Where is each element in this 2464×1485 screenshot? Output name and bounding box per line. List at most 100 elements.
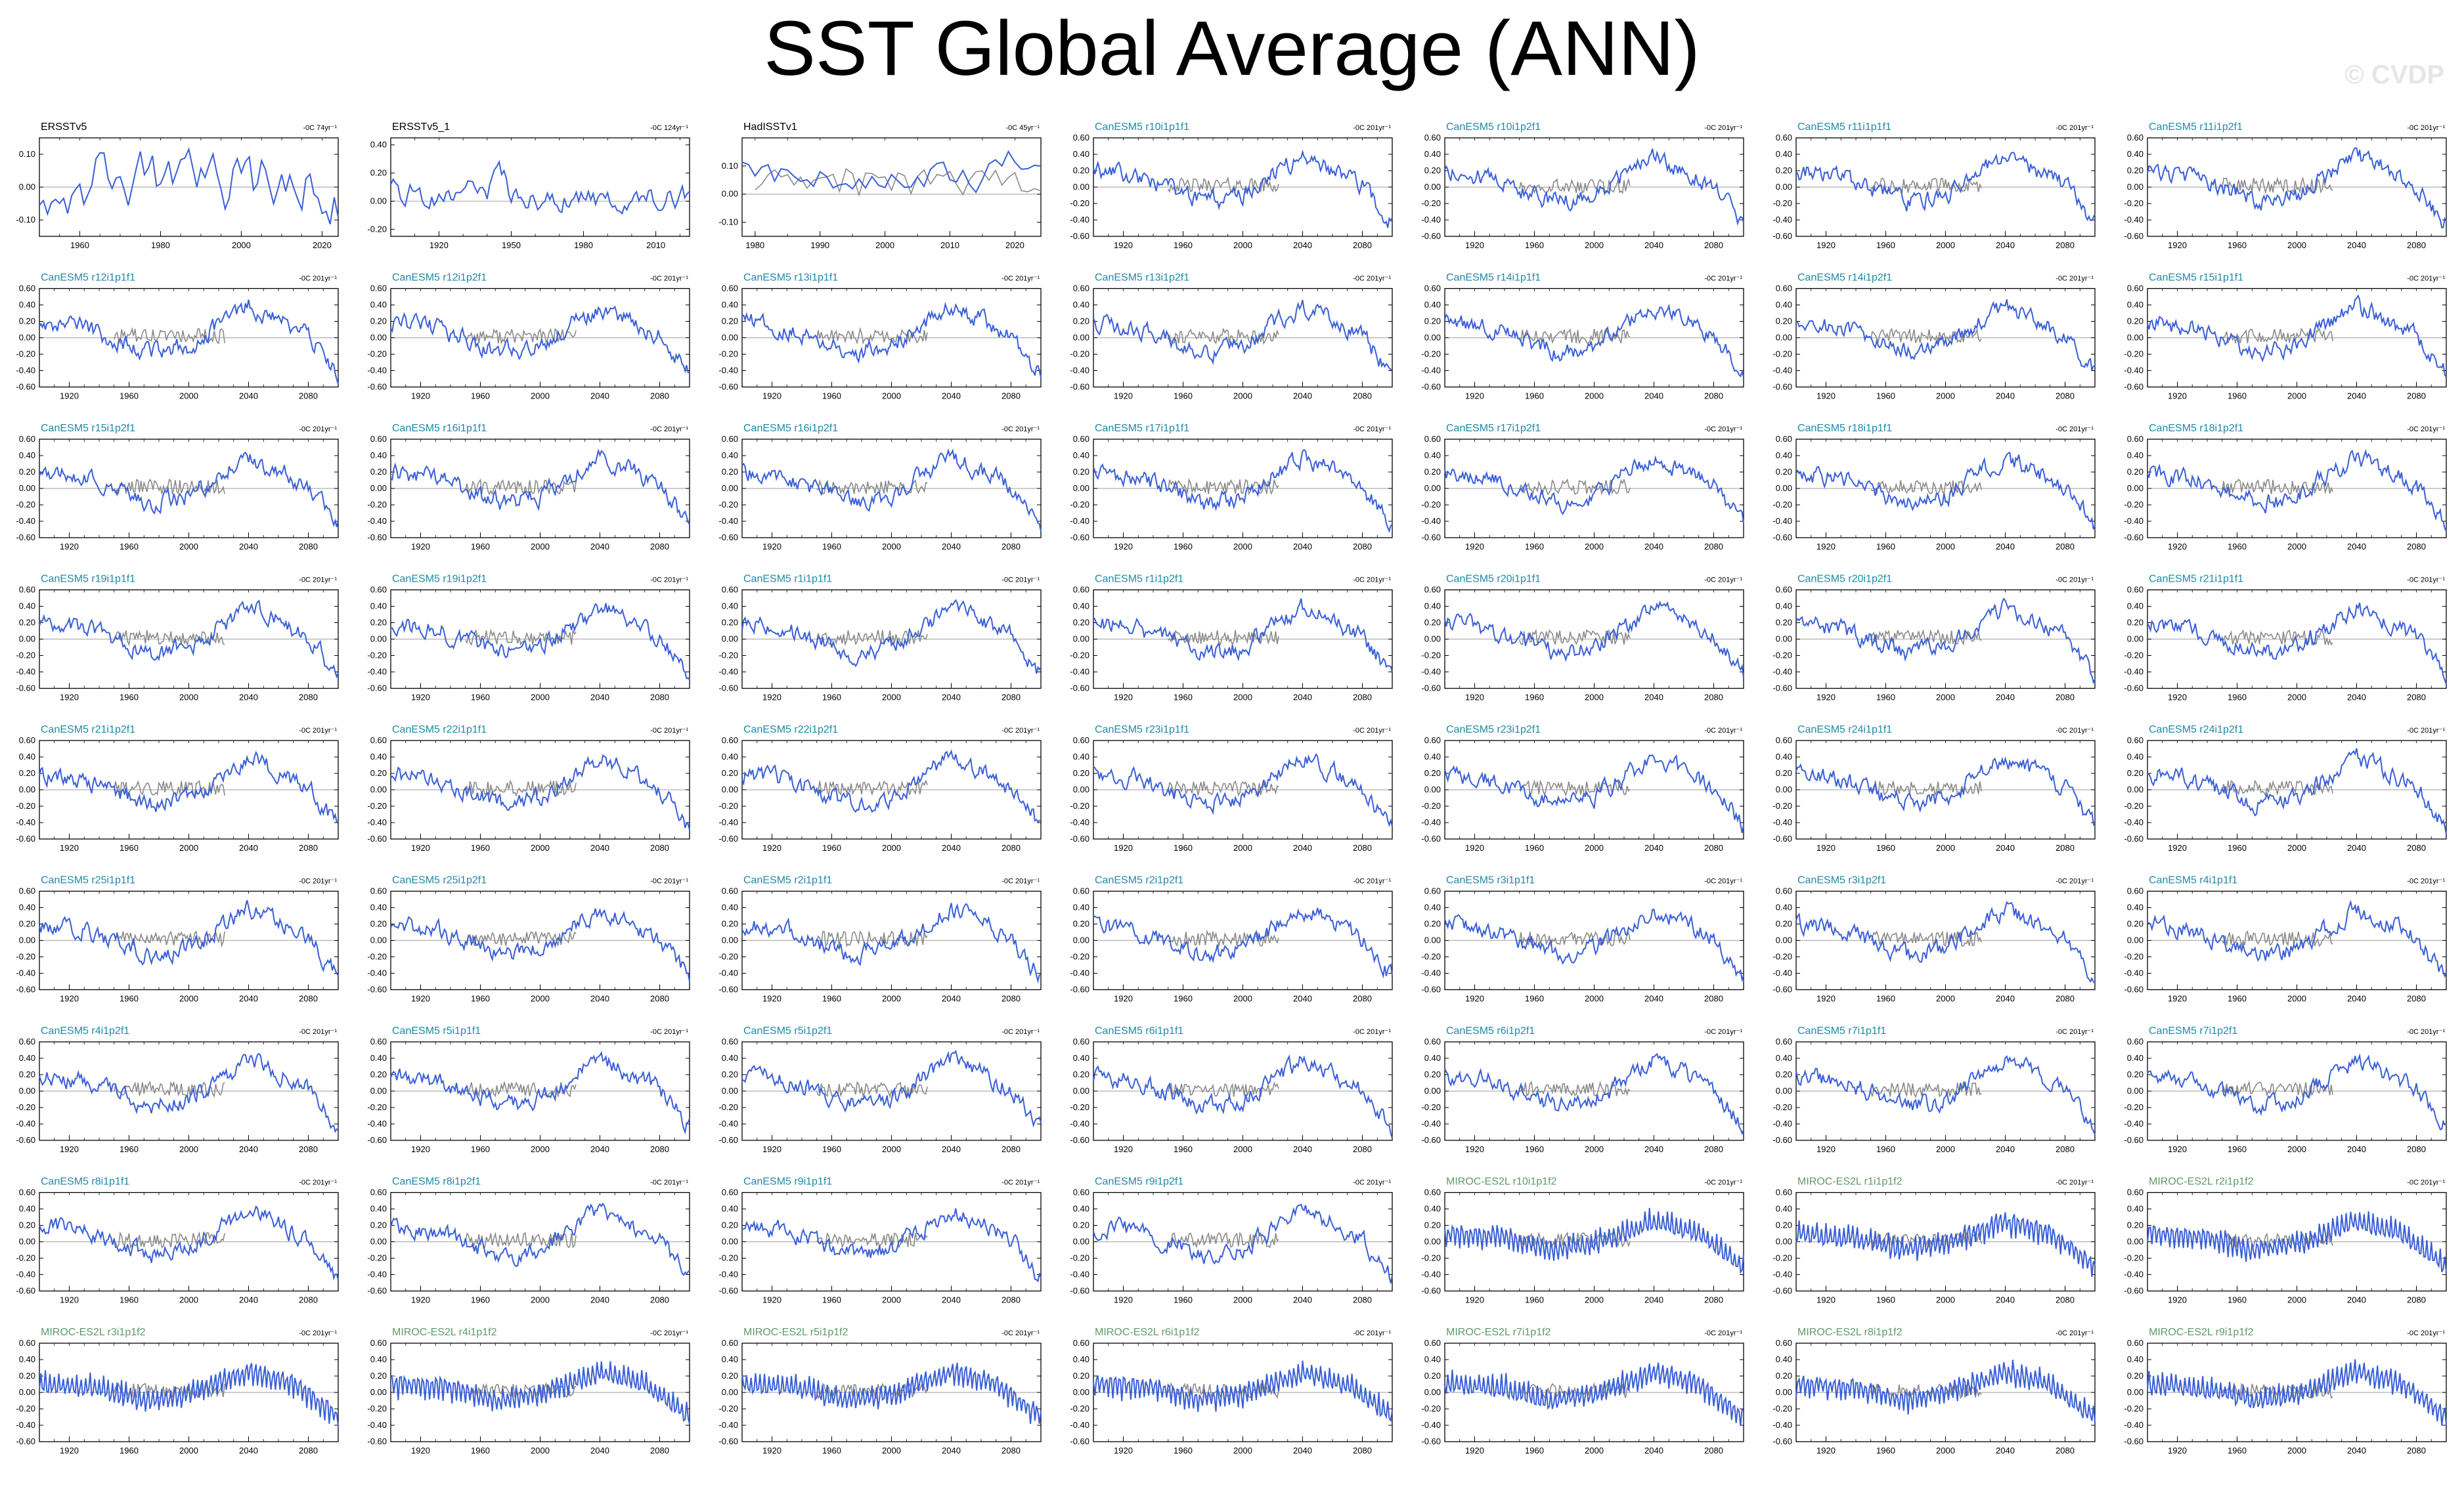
y-tick-label: -0.20 — [16, 500, 35, 509]
panel: CanESM5 r5i1p1f1 -0C 201yr⁻¹ -0.60 -0.40 -0.… — [367, 1025, 690, 1154]
x-tick-label: 2080 — [1353, 542, 1372, 551]
x-tick-label: 2080 — [1001, 391, 1021, 401]
panel-title: CanESM5 r19i1p2f1 — [392, 574, 487, 585]
x-tick-label: 2080 — [1353, 1446, 1372, 1455]
obs-overlay-line — [465, 1080, 577, 1098]
y-tick-label: -0.20 — [16, 651, 35, 660]
x-tick-label: 1920 — [1816, 693, 1836, 702]
x-tick-label: 1920 — [762, 391, 781, 401]
x-tick-label: 1960 — [120, 843, 139, 853]
panel-title: CanESM5 r23i1p2f1 — [1446, 724, 1541, 735]
y-tick-label: 0.20 — [19, 1220, 35, 1230]
y-tick-label: 0.00 — [722, 1237, 738, 1247]
x-tick-label: 2000 — [1936, 391, 1955, 401]
x-tick-label: 2080 — [2407, 1446, 2426, 1455]
x-tick-label: 2000 — [531, 843, 550, 853]
y-tick-label: 0.00 — [722, 936, 738, 945]
y-tick-label: 0.60 — [722, 1188, 738, 1197]
x-tick-label: 2040 — [2347, 391, 2366, 401]
panel-title: CanESM5 r17i1p1f1 — [1095, 423, 1189, 434]
panel: CanESM5 r17i1p1f1 -0C 201yr⁻¹ -0.60 -0.40 -0… — [1070, 423, 1393, 551]
x-tick-label: 2000 — [1233, 1295, 1252, 1305]
x-tick-label: 1920 — [60, 542, 79, 551]
panel: CanESM5 r8i1p1f1 -0C 201yr⁻¹ -0.60 -0.40 -0.… — [16, 1176, 339, 1305]
series-line — [1795, 756, 2096, 827]
x-tick-label: 1920 — [60, 843, 79, 853]
x-tick-label: 2000 — [531, 1144, 550, 1154]
y-tick-label: -0.60 — [1772, 231, 1792, 241]
y-tick-label: 0.20 — [1424, 768, 1441, 778]
y-tick-label: 0.60 — [1424, 434, 1441, 444]
x-tick-label: 1920 — [411, 693, 430, 702]
y-tick-label: -0.60 — [16, 683, 35, 693]
y-tick-label: 0.00 — [19, 1237, 35, 1247]
panel: CanESM5 r20i1p2f1 -0C 201yr⁻¹ -0.60 -0.40 -0… — [1772, 574, 2096, 702]
y-tick-label: 0.60 — [1776, 886, 1792, 896]
panel: CanESM5 r22i1p2f1 -0C 201yr⁻¹ -0.60 -0.40 -0… — [718, 724, 1042, 853]
y-tick-label: -0.60 — [367, 834, 387, 844]
x-tick-label: 1920 — [1465, 391, 1484, 401]
y-tick-label: 0.20 — [1776, 1371, 1792, 1381]
x-tick-label: 2000 — [882, 1144, 901, 1154]
y-tick-label: 0.60 — [1776, 1037, 1792, 1046]
y-tick-label: 0.60 — [19, 886, 35, 896]
y-tick-label: 0.20 — [722, 467, 738, 477]
y-tick-label: -0.60 — [1421, 1135, 1441, 1145]
obs-overlay-line — [465, 478, 577, 496]
y-tick-label: 0.40 — [370, 601, 387, 611]
x-tick-label: 2080 — [299, 1295, 318, 1305]
y-tick-label: 0.40 — [1073, 1204, 1089, 1214]
obs-overlay-line — [816, 779, 928, 797]
panel-title: MIROC-ES2L r2i1p1f2 — [2149, 1176, 2254, 1188]
y-tick-label: 0.40 — [19, 1204, 35, 1214]
y-tick-label: 0.60 — [370, 1188, 387, 1197]
x-tick-label: 1920 — [1465, 994, 1484, 1004]
y-tick-label: 0.20 — [2127, 1069, 2144, 1079]
panel-trend-label: -0C 201yr⁻¹ — [1353, 1028, 1391, 1036]
y-tick-label: -0.40 — [718, 1420, 738, 1430]
series-line — [1795, 299, 2096, 371]
y-tick-label: 0.40 — [370, 450, 387, 460]
x-tick-label: 1960 — [1525, 994, 1544, 1004]
series-line — [39, 599, 339, 679]
x-tick-label: 2000 — [882, 693, 901, 702]
x-tick-label: 2000 — [1233, 994, 1252, 1004]
y-tick-label: 0.20 — [1424, 1069, 1441, 1079]
panel-trend-label: -0C 201yr⁻¹ — [1353, 878, 1391, 886]
y-tick-label: 0.00 — [2127, 1387, 2144, 1397]
y-tick-label: 0.40 — [722, 450, 738, 460]
x-tick-label: 2040 — [1293, 391, 1312, 401]
x-tick-label: 2080 — [2056, 1295, 2075, 1305]
x-tick-label: 2040 — [1293, 542, 1312, 551]
x-tick-label: 2040 — [1644, 693, 1663, 702]
y-tick-label: 0.60 — [19, 284, 35, 293]
x-tick-label: 1920 — [2168, 240, 2187, 250]
y-tick-label: -0.60 — [1772, 532, 1792, 542]
obs-overlay-line — [1519, 478, 1631, 496]
x-tick-label: 1920 — [429, 240, 449, 250]
panel-trend-label: -0C 201yr⁻¹ — [1704, 878, 1742, 886]
y-tick-label: -0.60 — [1070, 1286, 1089, 1296]
y-tick-label: 0.60 — [1073, 886, 1089, 896]
y-tick-label: -0.60 — [1070, 382, 1089, 392]
panel: CanESM5 r25i1p2f1 -0C 201yr⁻¹ -0.60 -0.40 -0… — [367, 875, 690, 1004]
panel-title: CanESM5 r15i1p1f1 — [2149, 272, 2243, 284]
y-tick-label: 0.00 — [1424, 483, 1441, 493]
x-tick-label: 2000 — [882, 1295, 901, 1305]
x-tick-label: 2040 — [1996, 693, 2015, 702]
y-tick-label: -0.20 — [16, 349, 35, 359]
y-tick-label: 0.00 — [19, 1086, 35, 1096]
y-tick-label: -0.40 — [718, 968, 738, 978]
panel-trend-label: -0C 201yr⁻¹ — [1704, 1028, 1742, 1036]
x-tick-label: 1920 — [411, 843, 430, 853]
panel-title: CanESM5 r14i1p2f1 — [1797, 272, 1892, 284]
panel-trend-label: -0C 201yr⁻¹ — [1353, 727, 1391, 735]
y-tick-label: -0.20 — [718, 349, 738, 359]
panel: CanESM5 r14i1p2f1 -0C 201yr⁻¹ -0.60 -0.40 -0… — [1772, 272, 2096, 401]
y-tick-label: -0.60 — [1070, 231, 1089, 241]
x-tick-label: 1980 — [745, 240, 764, 250]
x-tick-label: 1960 — [1876, 391, 1895, 401]
panel: CanESM5 r2i1p1f1 -0C 201yr⁻¹ -0.60 -0.40 -0.… — [718, 875, 1042, 1004]
x-tick-label: 2080 — [1353, 994, 1372, 1004]
y-tick-label: 0.20 — [19, 467, 35, 477]
